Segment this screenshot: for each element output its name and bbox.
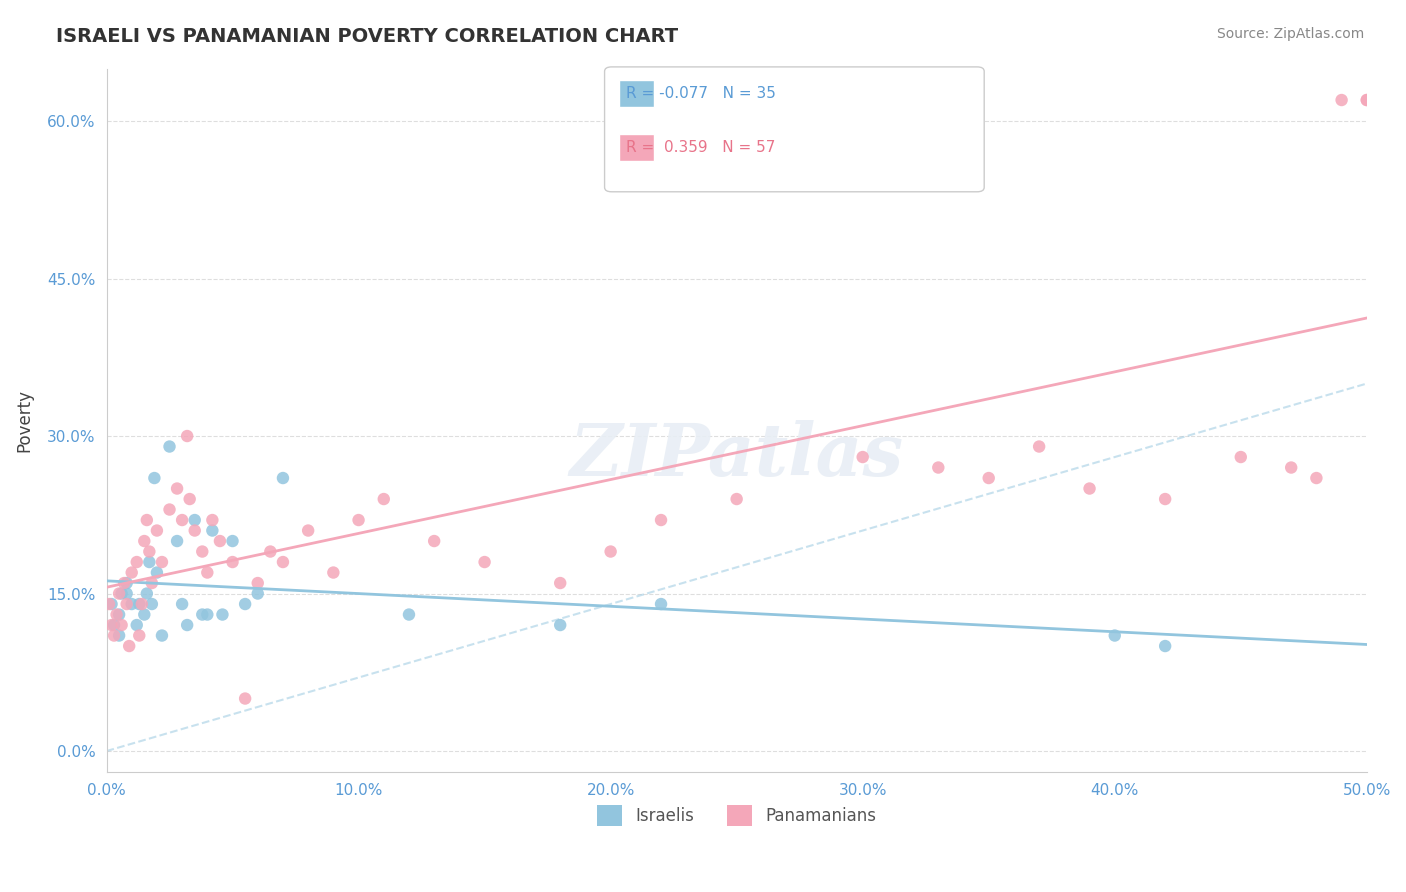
Point [322, 566, 344, 580]
Point [103, 628, 125, 642]
Point [159, 440, 181, 454]
Point [111, 618, 134, 632]
Point [128, 597, 150, 611]
Point [183, 513, 205, 527]
Point [166, 482, 188, 496]
Point [548, 618, 571, 632]
Point [201, 524, 224, 538]
Point [105, 607, 128, 622]
Point [103, 618, 125, 632]
Point [474, 555, 496, 569]
Point [1154, 639, 1177, 653]
Point [141, 597, 163, 611]
Point [150, 555, 173, 569]
Point [599, 544, 621, 558]
Point [650, 597, 672, 611]
Point [221, 555, 243, 569]
Point [398, 607, 420, 622]
Point [423, 534, 446, 549]
Point [179, 491, 201, 506]
Point [150, 628, 173, 642]
Point [138, 555, 160, 569]
Point [112, 576, 135, 591]
Point [1279, 460, 1302, 475]
Point [115, 586, 138, 600]
Point [183, 524, 205, 538]
Text: ISRAELI VS PANAMANIAN POVERTY CORRELATION CHART: ISRAELI VS PANAMANIAN POVERTY CORRELATIO… [56, 27, 678, 45]
Point [176, 618, 198, 632]
Point [172, 597, 194, 611]
Point [128, 628, 150, 642]
Point [1229, 450, 1251, 464]
Point [725, 491, 748, 506]
Point [98, 597, 121, 611]
Text: ZIPatlas: ZIPatlas [569, 420, 904, 491]
Point [172, 513, 194, 527]
Point [115, 597, 138, 611]
Point [134, 534, 156, 549]
Point [201, 513, 224, 527]
Point [650, 513, 672, 527]
Point [233, 597, 256, 611]
Point [233, 691, 256, 706]
Point [852, 450, 875, 464]
Y-axis label: Poverty: Poverty [15, 389, 32, 451]
Point [246, 576, 269, 591]
Point [108, 628, 131, 642]
Point [548, 576, 571, 591]
Point [211, 607, 233, 622]
Point [297, 524, 319, 538]
Point [191, 607, 214, 622]
Point [927, 460, 949, 475]
Point [166, 534, 188, 549]
Point [1154, 491, 1177, 506]
Point [1355, 93, 1378, 107]
Point [1104, 628, 1126, 642]
Point [1330, 93, 1353, 107]
Point [111, 586, 134, 600]
Point [146, 524, 169, 538]
Point [271, 471, 294, 485]
Text: R =  0.359   N = 57: R = 0.359 N = 57 [626, 140, 775, 154]
Point [1028, 440, 1050, 454]
Point [208, 534, 231, 549]
Point [121, 597, 143, 611]
Point [977, 471, 1000, 485]
Point [1078, 482, 1101, 496]
Point [135, 513, 157, 527]
Text: R = -0.077   N = 35: R = -0.077 N = 35 [626, 87, 776, 101]
Point [108, 607, 131, 622]
Point [100, 597, 122, 611]
Point [1355, 93, 1378, 107]
Point [159, 502, 181, 516]
Point [195, 607, 218, 622]
Point [373, 491, 395, 506]
Point [115, 576, 138, 591]
Point [776, 93, 799, 107]
Point [138, 544, 160, 558]
Legend: Israelis, Panamanians: Israelis, Panamanians [588, 797, 884, 834]
Point [100, 618, 122, 632]
Text: Source: ZipAtlas.com: Source: ZipAtlas.com [1216, 27, 1364, 41]
Point [134, 607, 156, 622]
Point [121, 566, 143, 580]
Point [135, 586, 157, 600]
Point [246, 586, 269, 600]
Point [108, 586, 131, 600]
Point [125, 618, 148, 632]
Point [271, 555, 294, 569]
Point [195, 566, 218, 580]
Point [1305, 471, 1327, 485]
Point [259, 544, 281, 558]
Point [221, 534, 243, 549]
Point [131, 597, 153, 611]
Point [176, 429, 198, 443]
Point [146, 566, 169, 580]
Point [143, 471, 166, 485]
Point [141, 576, 163, 591]
Point [191, 544, 214, 558]
Point [118, 639, 141, 653]
Point [125, 555, 148, 569]
Point [347, 513, 370, 527]
